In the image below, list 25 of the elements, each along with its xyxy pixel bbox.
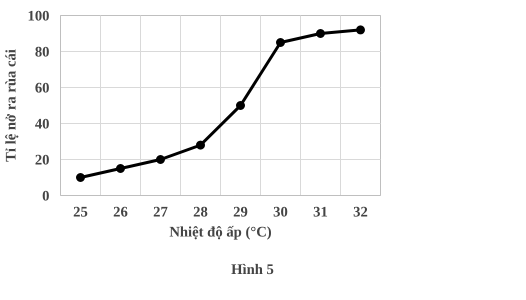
- y-tick-label: 60: [34, 80, 50, 96]
- point: [116, 164, 125, 173]
- y-tick-label: 40: [34, 116, 50, 132]
- y-tick-label: 100: [28, 8, 50, 24]
- y-tick-label: 80: [34, 44, 50, 60]
- point: [276, 38, 285, 47]
- text: Hình 5: [231, 262, 274, 278]
- x-tick-label: 28: [193, 204, 208, 220]
- x-tick-label: 31: [313, 204, 328, 220]
- point: [316, 29, 325, 38]
- point: [356, 25, 365, 34]
- point: [156, 155, 165, 164]
- x-tick-label: 29: [233, 204, 248, 220]
- x-tick-label: 30: [273, 204, 288, 220]
- point: [196, 140, 205, 150]
- y-tick-label: 20: [34, 152, 50, 168]
- x-tick-label: 27: [153, 204, 168, 220]
- x-tick-label: 25: [73, 204, 88, 220]
- x-tick-label: 26: [113, 204, 128, 220]
- point: [236, 101, 245, 110]
- point: [76, 173, 85, 182]
- y-axis-title: Tỉ lệ nở ra rùa cái: [4, 49, 20, 162]
- y-tick-label: 0: [42, 188, 50, 204]
- x-tick-label: 32: [353, 204, 368, 220]
- x-axis-title: Nhiệt độ ấp (°C): [169, 224, 272, 240]
